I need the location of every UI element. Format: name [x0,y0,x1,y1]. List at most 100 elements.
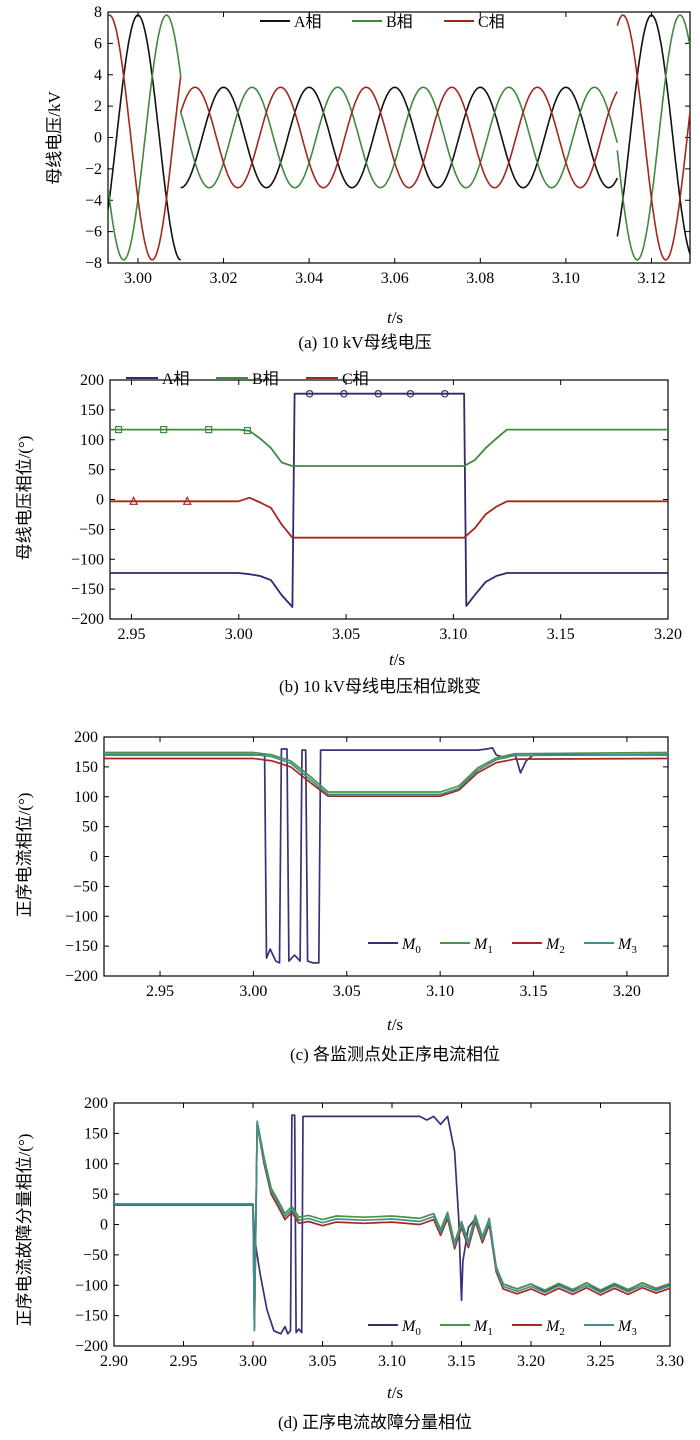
ytick-label: −4 [85,192,102,209]
ytick-label: 100 [84,1156,108,1173]
legend-label-M1: M1 [473,936,493,956]
ytick-label: 200 [74,729,98,746]
series-line-B [108,14,182,261]
ytick-label: −2 [85,161,102,178]
legend-label-M2: M2 [545,1318,565,1338]
xtick-label: 3.02 [210,270,238,287]
axes-frame-c [103,736,669,977]
caption-b: (b) 10 kV母线电压相位跳变 [279,677,481,696]
legend-label-B: B相 [252,370,279,388]
xtick-label: 3.10 [552,270,580,287]
xtick-label: 3.15 [520,983,548,1000]
legend-label-M1: M1 [473,1318,493,1338]
xtick-label: 3.20 [613,983,641,1000]
marker-B [114,425,123,434]
ytick-label: −150 [65,938,98,955]
xtick-label: 2.95 [146,983,174,1000]
caption-d: (d) 正序电流故障分量相位 [278,1413,472,1432]
series-line-B [179,86,618,189]
xtick-label: 3.05 [309,1353,337,1370]
legend-label-M3: M3 [617,936,637,956]
ytick-label: 4 [94,67,102,84]
series-line-M1 [114,1120,671,1329]
xtick-label: 3.15 [448,1353,476,1370]
xtick-label: 3.20 [517,1353,545,1370]
ytick-label: −50 [79,521,104,538]
ytick-label: 100 [80,432,104,449]
plot-area-b: 200 150 100 50 0 −50 −100 −150 −200 2.95 3.00 3.05 3… [71,370,682,643]
xtick-label: 3.00 [239,983,267,1000]
ytick-label: −200 [71,611,104,628]
axes-frame-a [107,11,691,264]
marker-A [305,389,314,398]
series-line-M3 [104,753,669,796]
series-line-C [616,14,690,261]
legend-subscript: 1 [487,1326,493,1338]
xtick-label: 2.95 [117,626,145,643]
legend-label-M3: M3 [617,1318,637,1338]
ytick-label: 150 [74,759,98,776]
series-line-A [616,14,690,255]
xtick-label: 3.08 [466,270,494,287]
xlabel-b: t/s [389,650,405,669]
marker-A [440,389,449,398]
series-line-M3 [114,1121,671,1332]
series-line-M2 [114,1123,671,1329]
marker-B [160,425,168,434]
series-line-M0 [114,1114,671,1335]
xtick-label: 3.10 [426,983,454,1000]
ytick-label: −150 [71,581,104,598]
xtick-label: 3.00 [225,626,253,643]
ytick-label: 100 [74,789,98,806]
ytick-label: −8 [85,255,102,272]
ytick-label: −200 [65,968,98,985]
ylabel-d: 正序电流故障分量相位/(°) [15,1134,34,1327]
series-line-A [108,14,181,261]
legend-subscript: 2 [559,1326,565,1338]
marker-A [340,389,348,398]
series-line-M0 [104,746,668,964]
ytick-label: 200 [80,372,104,389]
series-line-C [108,14,182,261]
legend-subscript: 0 [415,1326,421,1338]
xtick-label: 3.12 [637,270,665,287]
panel-a: 8 6 4 2 0 −2 −4 −6 −8 3.00 3.02 3.04 3.06 3.08 3.10 3.1… [45,4,691,352]
ytick-label: 2 [94,98,102,115]
xtick-label: 3.04 [295,270,323,287]
legend-subscript: 0 [415,944,421,956]
xtick-label: 3.00 [124,270,152,287]
ytick-label: −6 [85,224,102,241]
xtick-label: 2.90 [100,1353,128,1370]
xtick-label: 3.05 [332,626,360,643]
legend-label-A: A相 [162,370,190,388]
ytick-label: −50 [83,1247,108,1264]
panel-c: 200 150 100 50 0 −50 −100 −150 −200 2.95 3.00 3.05 3… [15,729,669,1064]
axes-frame-d [113,1102,671,1347]
ytick-label: 6 [94,35,102,52]
legend-label-M0: M0 [401,936,421,956]
ytick-label: −50 [73,878,98,895]
legend-subscript: 1 [487,944,493,956]
xtick-label: 3.00 [239,1353,267,1370]
series-line-A [180,86,618,189]
plot-area-a: 8 6 4 2 0 −2 −4 −6 −8 3.00 3.02 3.04 3.06 3.08 3.10 3.1… [85,4,691,287]
ylabel-a: 母线电压/kV [45,91,64,185]
ytick-label: −200 [75,1338,108,1355]
ylabel-b: 母线电压相位/(°) [15,436,34,561]
legend-subscript: 2 [559,944,565,956]
axes-frame-b [109,379,669,620]
ytick-label: −150 [75,1308,108,1325]
xlabel-a: t/s [387,308,403,327]
legend-label-C: C相 [342,370,369,388]
ytick-label: 50 [88,462,104,479]
xtick-label: 3.20 [654,626,682,643]
ytick-label: 0 [90,849,98,866]
ytick-label: −100 [65,908,98,925]
legend-label-M0: M0 [401,1318,421,1338]
ytick-label: 50 [82,819,98,836]
series-line-M1 [104,751,669,793]
series-line-B [110,428,668,467]
legend-subscript: 3 [631,1326,637,1338]
xtick-label: 3.06 [381,270,409,287]
